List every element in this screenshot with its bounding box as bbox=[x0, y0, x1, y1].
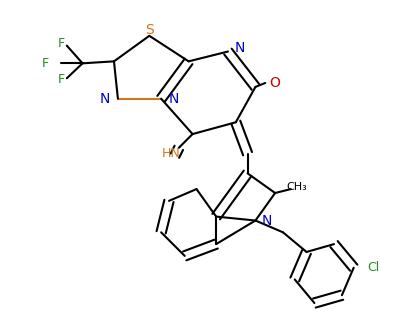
Text: N: N bbox=[235, 41, 245, 55]
Text: F: F bbox=[57, 37, 64, 50]
Text: F: F bbox=[42, 57, 49, 70]
Text: HN: HN bbox=[162, 147, 180, 160]
Text: O: O bbox=[269, 76, 280, 90]
Text: F: F bbox=[57, 72, 64, 85]
Text: N: N bbox=[261, 213, 272, 227]
Text: N: N bbox=[169, 92, 179, 106]
Text: CH₃: CH₃ bbox=[286, 182, 307, 192]
Text: S: S bbox=[145, 23, 154, 37]
Text: Cl: Cl bbox=[367, 261, 380, 274]
Text: N: N bbox=[100, 92, 110, 106]
